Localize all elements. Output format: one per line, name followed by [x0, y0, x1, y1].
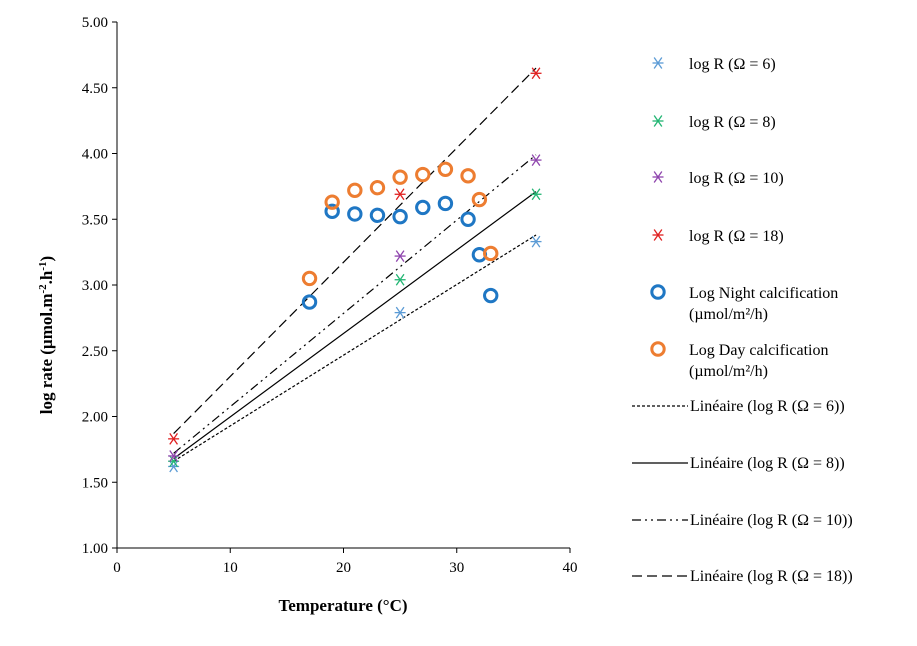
legend: log R (Ω = 6) log R (Ω = 8) log R (Ω = 10)… [632, 56, 853, 585]
data-point [530, 188, 542, 201]
data-point [460, 168, 476, 184]
data-point [347, 206, 363, 222]
data-point [369, 207, 386, 224]
data-point [369, 179, 386, 196]
y-axis-title-superscript: -2 [37, 284, 49, 294]
legend-label: Linéaire (log R (Ω = 10)) [690, 512, 853, 529]
y-tick-label: 4.50 [82, 81, 108, 97]
data-markers [168, 67, 542, 473]
data-point [530, 235, 542, 248]
data-point [437, 161, 454, 177]
data-point [394, 273, 406, 286]
trendline [173, 67, 537, 435]
legend-marker [652, 171, 664, 183]
data-point [394, 188, 406, 201]
x-ticks: 0 10 20 30 40 [113, 548, 578, 576]
data-point [483, 287, 499, 304]
y-tick-label: 2.50 [82, 344, 108, 360]
data-point [301, 270, 318, 287]
x-axis-title: Temperature (°C) [278, 596, 407, 615]
data-point [530, 67, 542, 80]
legend-label: Linéaire (log R (Ω = 6)) [690, 398, 845, 415]
x-tick-label: 30 [449, 560, 464, 576]
data-point [347, 182, 363, 199]
legend-label: log R (Ω = 10) [689, 170, 784, 187]
trendline [173, 234, 537, 462]
trendlines [173, 67, 537, 462]
legend-label: Log Night calcification (µmol/m²/h) [689, 285, 838, 323]
data-point [394, 306, 406, 319]
y-tick-label: 4.00 [82, 147, 108, 163]
data-point [460, 211, 476, 227]
legend-marker [650, 284, 666, 300]
data-point [471, 191, 488, 208]
legend-label: Linéaire (log R (Ω = 18)) [690, 568, 853, 585]
data-point [301, 294, 318, 310]
data-point [324, 203, 340, 220]
trendline [173, 154, 537, 454]
y-tick-label: 2.00 [82, 410, 108, 426]
y-axis-title: log rate (µmol.m-2.h-1) [37, 256, 56, 414]
y-axis-title-superscript: -1 [37, 261, 49, 270]
y-tick-label: 5.00 [82, 15, 108, 31]
data-point [324, 194, 340, 210]
y-axis-title-part: .h [37, 270, 56, 284]
legend-marker [652, 57, 664, 69]
legend-label: log R (Ω = 18) [689, 228, 784, 245]
y-axis-title-part: ) [37, 256, 56, 262]
data-point [530, 154, 542, 166]
y-tick-label: 1.50 [82, 475, 108, 491]
legend-marker [650, 341, 666, 357]
legend-label: log R (Ω = 6) [689, 56, 776, 73]
data-point [483, 245, 499, 262]
plot-axes: 0 10 20 30 40 1.00 1.50 2.00 2.50 3.00 3.50 4.00 4.… [82, 15, 578, 576]
x-tick-label: 20 [336, 560, 351, 576]
data-point [392, 169, 408, 185]
legend-label: Linéaire (log R (Ω = 8)) [690, 455, 845, 472]
y-axis-title-part: log rate (µmol.m [37, 294, 56, 415]
legend-marker [652, 229, 664, 241]
legend-label: Log Day calcification (µmol/m²/h) [689, 342, 829, 380]
data-point [392, 208, 408, 225]
legend-label: log R (Ω = 8) [689, 114, 776, 131]
data-point [168, 450, 180, 462]
y-tick-label: 3.00 [82, 278, 108, 294]
data-point [437, 195, 454, 212]
trendline [173, 191, 537, 460]
y-tick-label: 1.00 [82, 541, 108, 557]
legend-marker [652, 115, 664, 127]
data-point [415, 199, 431, 216]
y-ticks: 1.00 1.50 2.00 2.50 3.00 3.50 4.00 4.50 5.00 [82, 15, 117, 557]
x-tick-label: 40 [563, 560, 578, 576]
data-point [415, 166, 431, 183]
x-tick-label: 0 [113, 560, 121, 576]
data-point [394, 250, 406, 262]
y-tick-label: 3.50 [82, 212, 108, 228]
x-tick-label: 10 [223, 560, 238, 576]
data-point [168, 432, 180, 445]
